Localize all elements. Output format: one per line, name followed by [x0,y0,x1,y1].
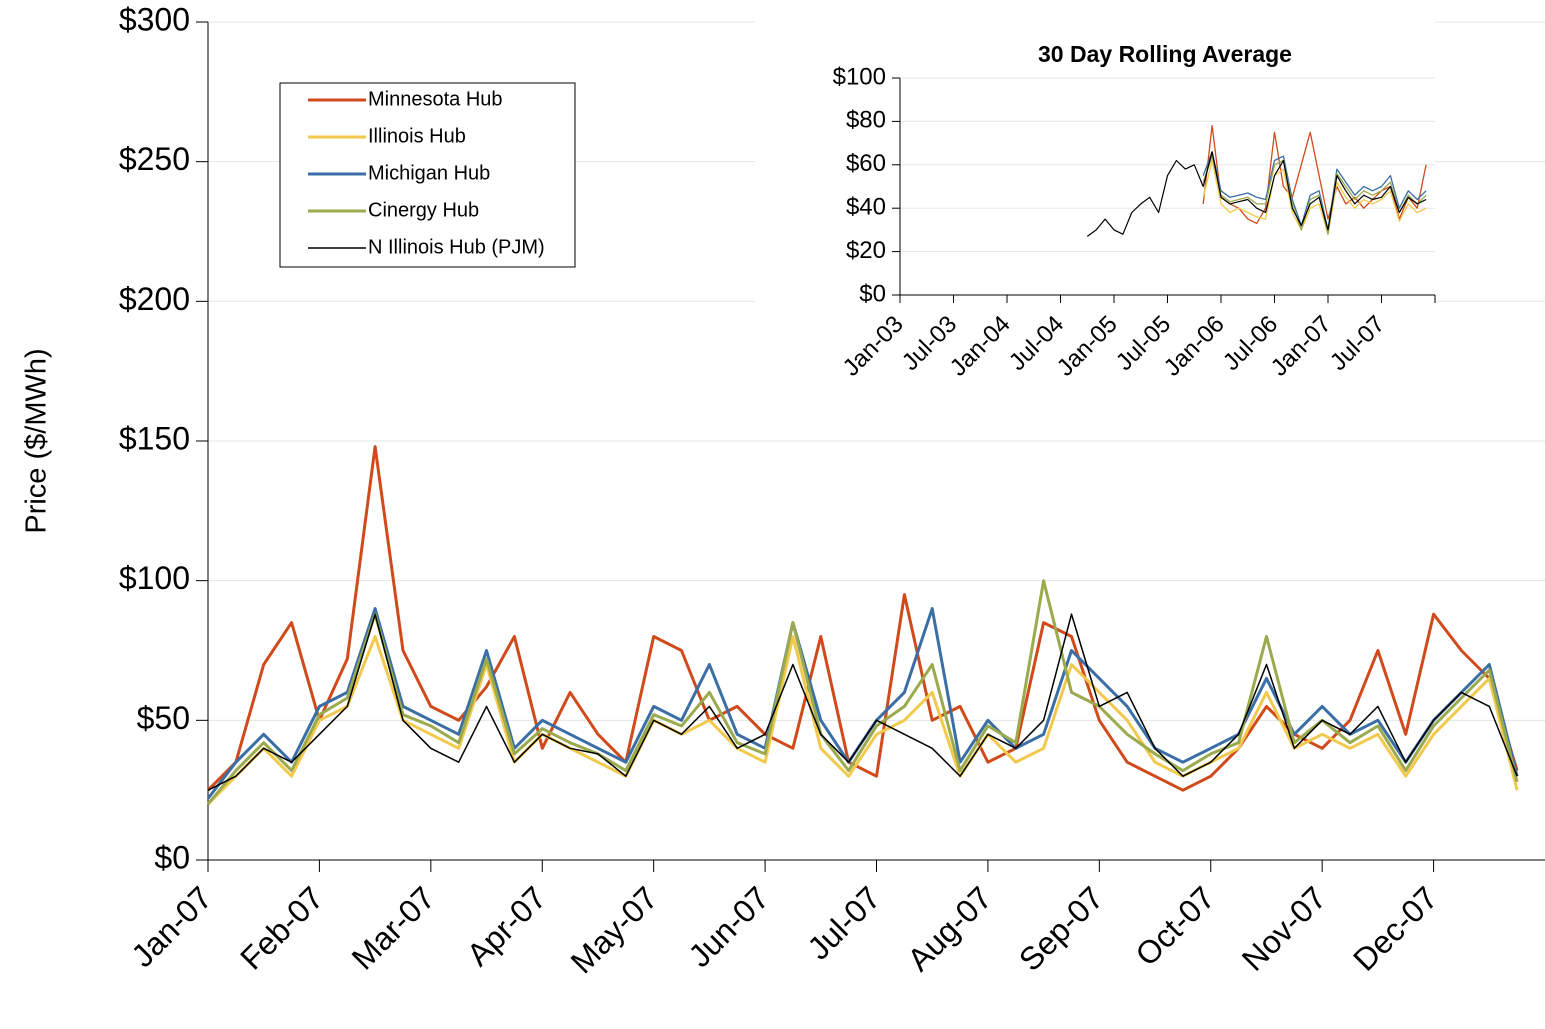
series-line [206,445,1519,792]
x-tick-label: Jan-07 [124,879,219,974]
series-line [1202,159,1427,235]
chart-title: 30 Day Rolling Average [1038,41,1292,67]
y-tick-label: $100 [833,63,886,90]
inset-background [755,0,1435,420]
y-tick-label: $200 [119,281,190,317]
x-tick-label: Jun-07 [681,879,776,974]
y-tick-label: $100 [119,560,190,596]
y-tick-label: $50 [137,700,190,736]
y-tick-label: $0 [154,839,190,875]
series-line [1202,155,1427,235]
y-tick-label: $40 [846,194,886,221]
x-tick-label: Feb-07 [233,879,330,976]
x-tick-label: Oct-07 [1128,879,1221,972]
y-tick-label: $250 [119,141,190,177]
x-tick-label: Nov-07 [1235,879,1333,977]
x-tick-label: May-07 [564,879,665,980]
series-line [1086,151,1427,237]
legend-label: N Illinois Hub (PJM) [368,236,545,258]
x-tick-label: Jul-07 [800,879,887,966]
series-line [1202,125,1427,225]
y-axis-label: Price ($/MWh) [21,348,53,533]
y-tick-label: $80 [846,107,886,134]
x-tick-label: Apr-07 [460,879,553,972]
x-tick-label: Mar-07 [345,879,442,976]
y-tick-label: $300 [119,1,190,37]
y-tick-label: $0 [859,280,886,307]
legend-label: Michigan Hub [368,162,490,184]
y-tick-label: $20 [846,237,886,264]
legend-label: Illinois Hub [368,125,466,147]
x-tick-label: Dec-07 [1346,879,1444,977]
legend-label: Cinergy Hub [368,199,479,221]
y-tick-label: $60 [846,150,886,177]
series-line [206,635,1519,806]
x-tick-label: Aug-07 [900,879,998,977]
y-tick-label: $150 [119,420,190,456]
series-line [206,579,1519,806]
legend-label: Minnesota Hub [368,88,503,110]
x-tick-label: Sep-07 [1012,879,1110,977]
series-line [1202,151,1427,231]
series-line [207,613,1518,791]
